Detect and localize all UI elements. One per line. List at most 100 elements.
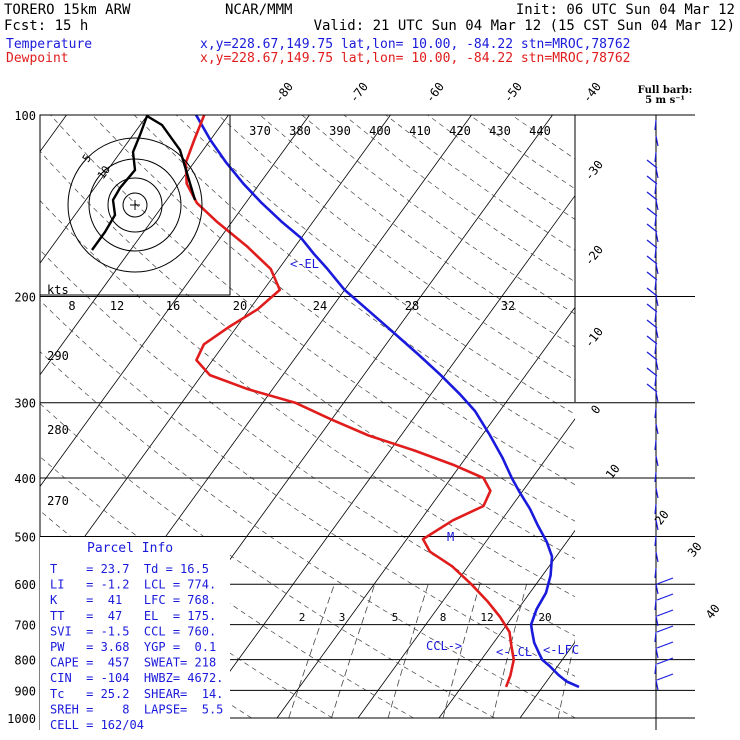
pressure-tick-label: 400 — [14, 472, 36, 486]
parcel-info-row: SVI = -1.5 CCL = 760. — [50, 624, 216, 638]
isotherm-line — [276, 306, 575, 719]
parcel-info-row: CELL = 162/04 — [50, 718, 144, 732]
parcel-info-background — [40, 537, 230, 730]
mixing-ratio-label: 8 — [440, 611, 447, 624]
speed-label-8: 8 — [68, 299, 75, 313]
wind-barb — [655, 519, 659, 531]
theta-e-label: 420 — [449, 124, 471, 138]
pressure-tick-label: 900 — [14, 684, 36, 698]
dry-adiabat-line — [40, 299, 575, 677]
isotherm-label: -30 — [582, 158, 606, 184]
legend-dewpoint-location: x,y=228.67,149.75 lat,lon= 10.00, -84.22… — [200, 51, 630, 66]
parcel-info-row: K = 41 LFC = 768. — [50, 593, 216, 607]
theta-e-label: 390 — [329, 124, 351, 138]
wind-barb — [655, 423, 659, 435]
hodograph-frame — [39, 114, 231, 296]
dry-adiabat-line — [50, 115, 575, 522]
parcel-info-row: PW = 3.68 YGP = 0.1 — [50, 640, 216, 654]
wind-barb — [655, 641, 674, 659]
theta-label: 290 — [47, 349, 69, 363]
hodograph-ring-2 — [107, 177, 163, 233]
parcel-info-title: Parcel Info — [87, 541, 173, 556]
theta-e-label: 400 — [369, 124, 391, 138]
hodograph-units-label: kts — [47, 283, 69, 297]
isotherm-line — [519, 641, 575, 719]
mixing-ratio-label: 3 — [339, 611, 346, 624]
hodograph-ring-4 — [67, 137, 203, 273]
wind-barb — [654, 567, 657, 579]
wind-barb — [646, 239, 658, 259]
theta-e-label: 380 — [289, 124, 311, 138]
wind-barb — [654, 119, 657, 131]
dry-adiabat-line — [427, 115, 575, 220]
mixing-ratio-label: 12 — [480, 611, 493, 624]
hodograph: 5 10 kts — [39, 114, 231, 297]
dry-adiabat-line — [469, 115, 575, 190]
dry-adiabat-line — [511, 115, 575, 160]
wind-barb — [646, 159, 659, 179]
wind-barb — [646, 303, 658, 323]
parcel-info-row: CAPE = 457 SWEAT= 218 — [50, 656, 216, 670]
init-time: Init: 06 UTC Sun 04 Mar 12 — [516, 2, 735, 18]
wind-barb — [646, 191, 659, 211]
speed-label-20: 20 — [233, 299, 247, 313]
dry-adiabat-line — [40, 199, 575, 598]
hodograph-trace — [91, 115, 197, 251]
wind-barb — [646, 287, 659, 307]
wind-barb — [646, 319, 659, 339]
parcel-annotation: CCL-> — [426, 639, 462, 653]
wind-barb — [654, 503, 657, 515]
parcel-info-panel: Parcel Info T = 23.7 Td = 16.5 LI = -1.2 … — [40, 537, 230, 732]
isotherm-line — [682, 115, 740, 718]
pressure-tick-label: 800 — [14, 654, 36, 668]
dry-adiabat-line — [301, 115, 575, 315]
wind-barb — [654, 625, 674, 643]
dewpoint-trace — [184, 115, 516, 688]
dry-adiabat-line — [385, 115, 575, 251]
parcel-info-row: T = 23.7 Td = 16.5 — [50, 562, 209, 576]
hodograph-ring-1 — [122, 192, 148, 218]
parcel-annotation: M — [447, 530, 454, 544]
mixing-ratio-label: 2 — [299, 611, 306, 624]
pressure-tick-label: 1000 — [7, 712, 36, 726]
forecast-hour: Fcst: 15 h — [4, 18, 88, 34]
sounding-traces — [184, 115, 580, 689]
parcel-info-row: SREH = 8 LAPSE= 5.5 — [50, 702, 223, 716]
dry-adiabat-line — [175, 115, 575, 415]
wind-barb — [646, 207, 658, 227]
isotherm-label: 0 — [588, 402, 603, 416]
speed-label-24: 24 — [313, 299, 327, 313]
isotherm-label: 30 — [685, 540, 705, 560]
wind-barb — [654, 151, 657, 163]
speed-label-32: 32 — [501, 299, 515, 313]
wind-barb — [655, 577, 674, 595]
mixing-ratio-line — [288, 584, 335, 719]
isotherm-label: -60 — [423, 80, 447, 106]
isotherm-line — [195, 194, 575, 719]
pressure-tick-label: 200 — [14, 291, 36, 305]
legend-temperature-location: x,y=228.67,149.75 lat,lon= 10.00, -84.22… — [200, 37, 630, 52]
mixing-ratio-line — [387, 584, 429, 719]
mixing-ratio-label: 20 — [538, 611, 551, 624]
wind-barb — [655, 673, 674, 691]
mixing-ratio-line — [331, 584, 376, 719]
dry-adiabat-line — [40, 403, 495, 719]
wind-barb — [654, 535, 657, 547]
speed-label-12: 12 — [110, 299, 124, 313]
barb-legend-line2: 5 m s⁻¹ — [645, 95, 685, 106]
parcel-info-row: LI = -1.2 LCL = 774. — [50, 578, 216, 592]
wind-barb — [654, 657, 674, 675]
wind-barb — [646, 383, 659, 403]
temperature-trace — [194, 115, 580, 689]
pressure-tick-label: 700 — [14, 619, 36, 633]
theta-label: 280 — [47, 423, 69, 437]
wind-barb — [655, 487, 659, 499]
theta-e-label: 430 — [489, 124, 511, 138]
isotherm-label: -10 — [582, 325, 606, 351]
wind-barb — [655, 455, 659, 467]
wind-barb-column: Full barb: 5 m s⁻¹ — [638, 85, 692, 730]
legend-dewpoint-label: Dewpoint — [6, 51, 69, 66]
speed-scale-labels: 8 12 16 20 24 28 32 — [68, 299, 515, 313]
pressure-tick-label: 500 — [14, 530, 36, 544]
